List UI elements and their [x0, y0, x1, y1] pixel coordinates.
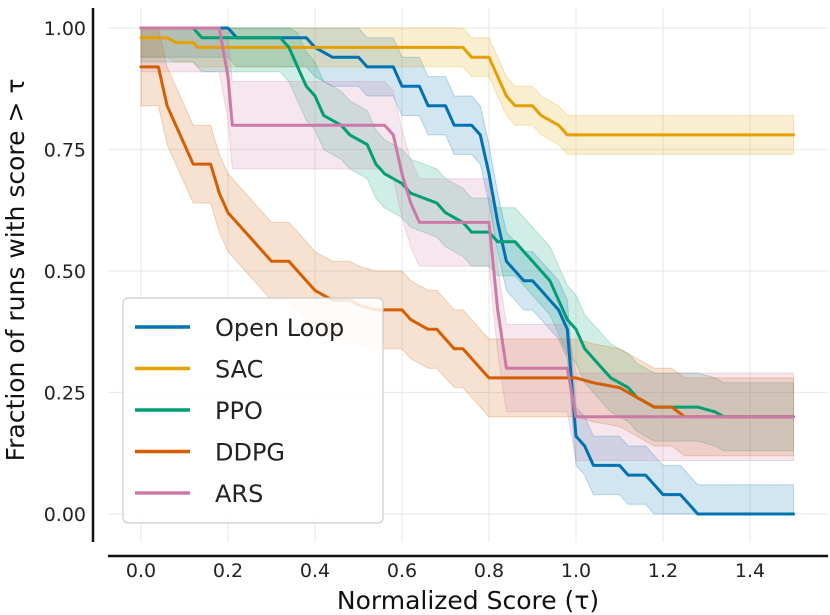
ppo-confidence-band	[140, 27, 794, 452]
x-tick-label: 0.8	[474, 560, 504, 582]
x-tick-label: 0.4	[300, 560, 330, 582]
legend-box	[122, 297, 384, 524]
legend-label-sac: SAC	[215, 356, 263, 384]
legend-label-ppo: PPO	[215, 397, 263, 425]
legend-label-open-loop: Open Loop	[215, 314, 344, 342]
sac-line	[139, 36, 795, 137]
y-tick-label: 0.00	[44, 504, 86, 526]
y-tick-label: 1.00	[44, 18, 86, 40]
y-tick-labels: 0.00 0.25 0.50 0.75 1.00	[44, 18, 86, 526]
y-tick-label: 0.75	[44, 140, 86, 162]
x-axis-title: Normalized Score (τ)	[337, 586, 599, 615]
legend-label-ars: ARS	[215, 480, 263, 508]
axes	[91, 8, 828, 558]
x-tick-label: 0.6	[387, 560, 417, 582]
ars-confidence-band	[140, 27, 794, 461]
y-tick-label: 0.25	[44, 383, 86, 405]
x-tick-label: 0.2	[213, 560, 243, 582]
legend-label-ddpg: DDPG	[215, 439, 285, 467]
x-tick-labels: 0.0 0.2 0.4 0.6 0.8 1.0 1.2 1.4	[126, 560, 765, 582]
y-tick-label: 0.50	[44, 261, 86, 283]
legend: Open Loop SAC PPO DDPG ARS	[122, 297, 384, 524]
x-tick-label: 1.2	[648, 560, 678, 582]
open-loop-line	[139, 26, 795, 516]
x-tick-label: 1.0	[561, 560, 591, 582]
ars-line	[139, 26, 795, 419]
y-axis-title: Fraction of runs with score > τ	[1, 79, 30, 462]
sac-confidence-band	[140, 27, 794, 155]
x-tick-label: 0.0	[126, 560, 156, 582]
x-tick-label: 1.4	[735, 560, 765, 582]
